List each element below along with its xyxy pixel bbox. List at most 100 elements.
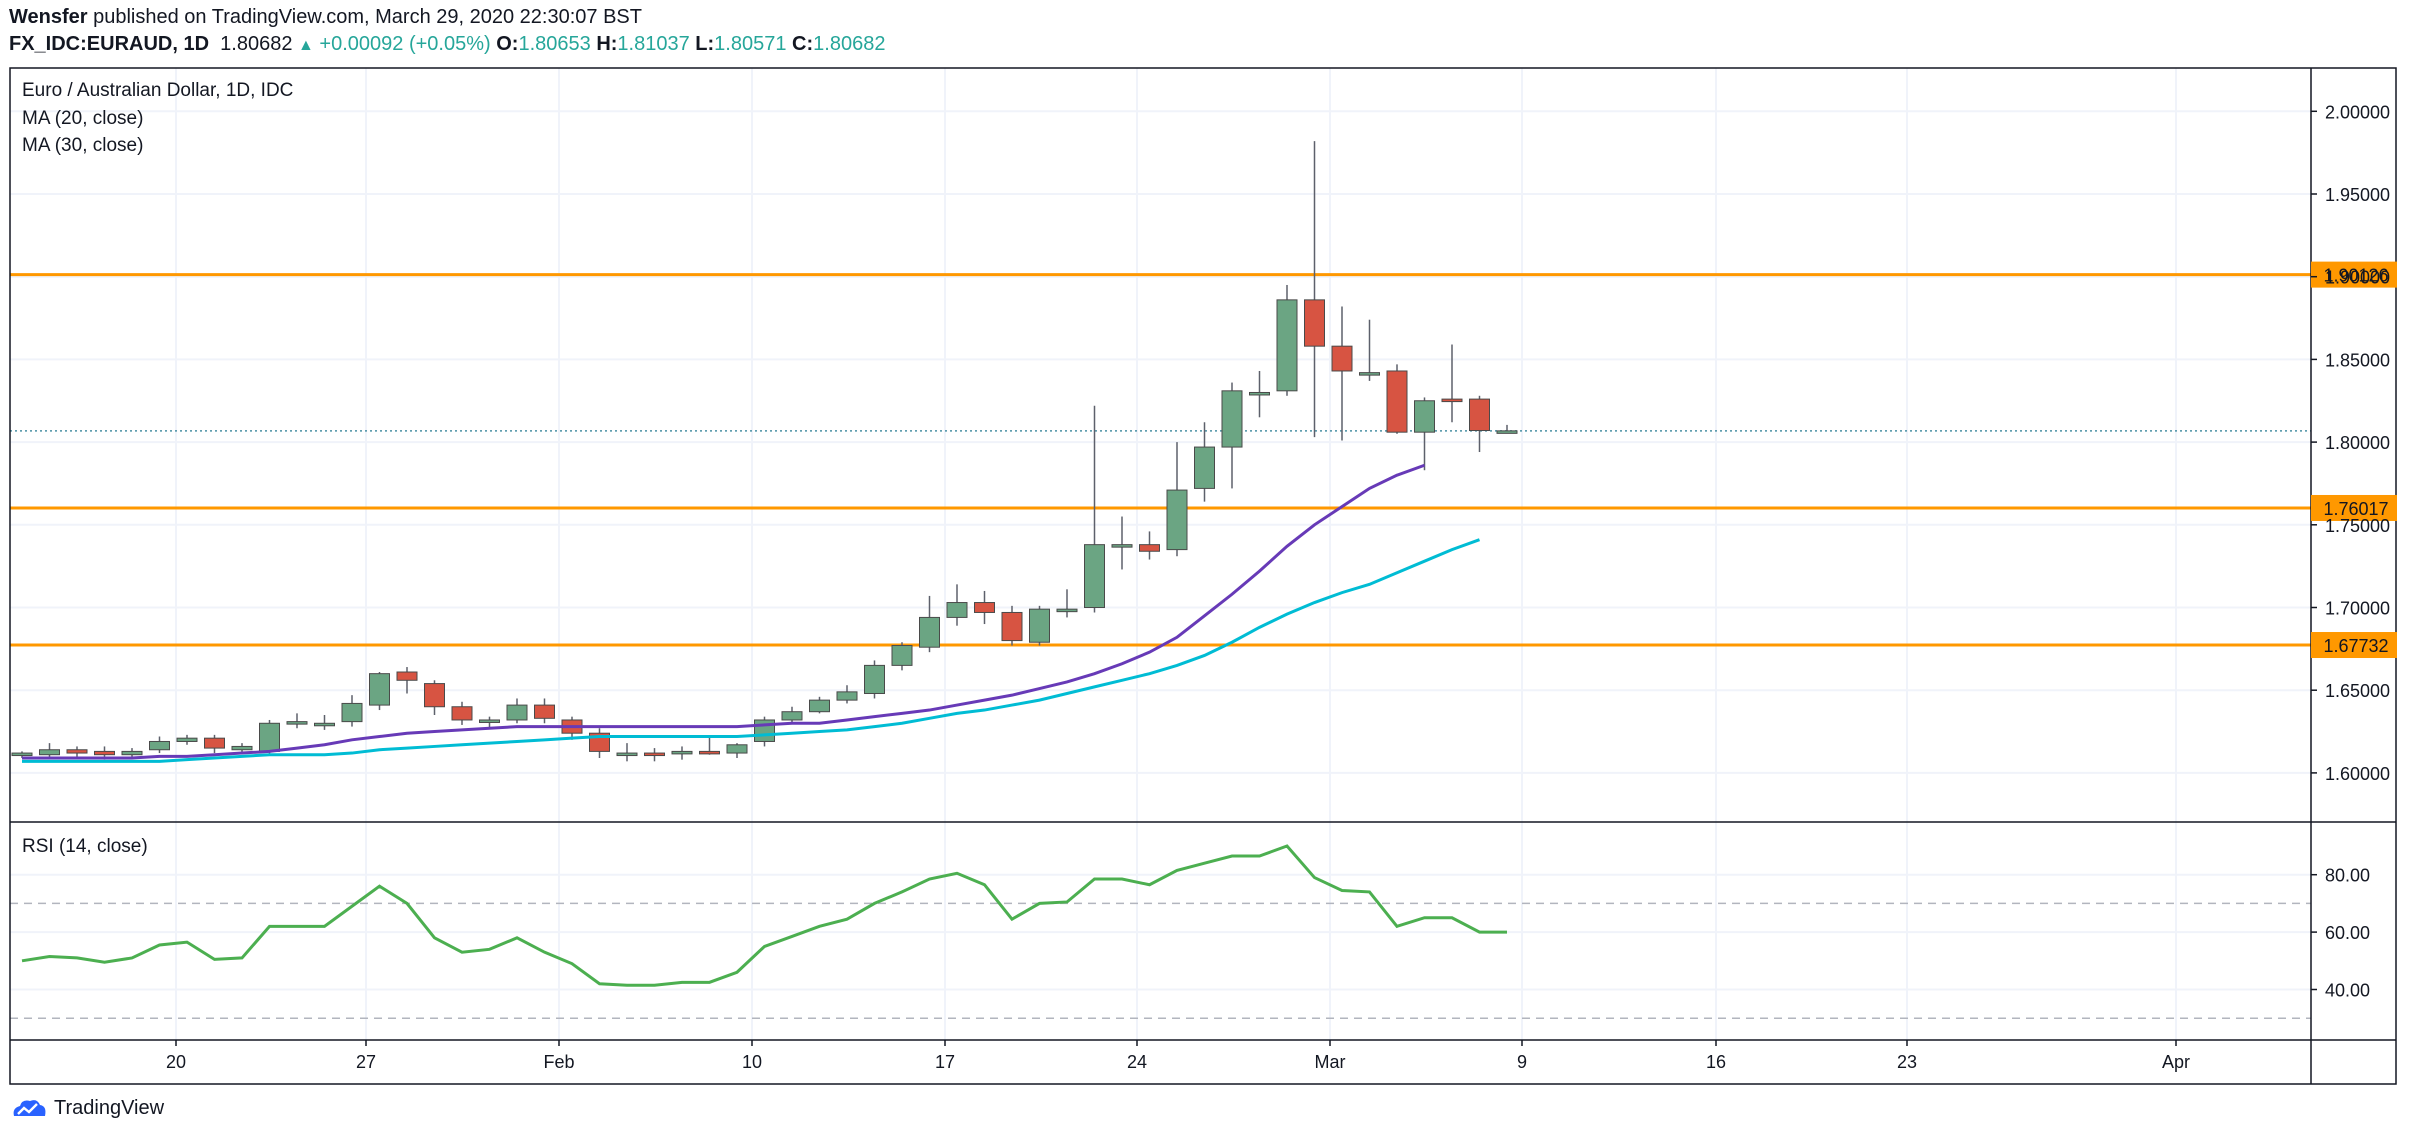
time-tick-label: 16: [1706, 1052, 1726, 1072]
candle-down: [644, 752, 665, 757]
chart-title: Euro / Australian Dollar, 1D, IDC: [22, 80, 294, 101]
candle-down: [974, 602, 995, 613]
close-label: C:: [792, 33, 814, 55]
ma20-legend[interactable]: MA (20, close): [22, 108, 144, 129]
candle-up: [1249, 391, 1270, 396]
time-tick-label: 27: [356, 1052, 376, 1072]
level-label: 1.67732: [2323, 636, 2388, 656]
candle-up: [616, 752, 638, 757]
time-tick-label: Mar: [1315, 1052, 1346, 1072]
time-tick-label: 9: [1517, 1052, 1527, 1072]
price-tick-label: 1.85000: [2325, 350, 2390, 370]
price-tick-label: 1.95000: [2325, 185, 2390, 205]
candle-up: [809, 699, 830, 713]
footer-brand: TradingView: [54, 1096, 165, 1119]
rsi-pane: [10, 844, 2311, 1019]
published-text: published on TradingView.com, March 29, …: [93, 6, 642, 28]
candle-up: [781, 711, 803, 721]
axis-labels: 1.90126 1.76017 1.67732 2.00000 1.95000 1.900…: [166, 102, 2397, 1072]
level-tag: [2311, 632, 2397, 659]
low-value: 1.80571: [714, 33, 787, 55]
candle-up: [864, 664, 885, 695]
time-tick-label: 10: [742, 1052, 762, 1072]
time-tick-label: Apr: [2162, 1052, 2190, 1072]
price-tick-label: 1.70000: [2325, 599, 2390, 619]
candle-up: [286, 721, 308, 725]
price-tick-label: 1.60000: [2325, 764, 2390, 784]
time-tick-label: 20: [166, 1052, 186, 1072]
rsi-legend[interactable]: RSI (14, close): [22, 836, 148, 857]
low-label: L:: [695, 33, 715, 55]
candle-up: [836, 691, 858, 701]
candle-down: [1001, 611, 1023, 642]
publish-info: Wensfer published on TradingView.com, Ma…: [9, 6, 642, 29]
candle-up: [176, 737, 198, 742]
candle-down: [534, 704, 555, 719]
candle-up: [231, 745, 253, 751]
change-value: +0.00092 (+0.05%): [319, 33, 491, 55]
rsi-tick-label: 40.00: [2325, 981, 2370, 1001]
price-tick-label: 1.75000: [2325, 516, 2390, 536]
candle-up: [314, 722, 335, 727]
candle-up: [1166, 489, 1188, 551]
candle-down: [1331, 345, 1353, 372]
candle-up: [1194, 446, 1215, 489]
ma30-line: [22, 538, 1481, 763]
high-value: 1.81037: [617, 33, 690, 55]
open-value: 1.80653: [518, 33, 591, 55]
outer-frame: [9, 67, 2397, 1085]
chart-frame: [9, 67, 2397, 1085]
moving-averages: [22, 463, 1481, 763]
candle-up: [946, 602, 968, 618]
price-tick-label: 2.00000: [2325, 102, 2390, 122]
candle-up: [1029, 608, 1050, 643]
ma20-line: [22, 463, 1426, 760]
ma30-legend[interactable]: MA (30, close): [22, 135, 144, 156]
tradingview-cloud-icon: [13, 1100, 46, 1116]
candle-up: [1056, 608, 1078, 613]
candle-up: [259, 722, 280, 752]
author-name: Wensfer: [9, 6, 88, 28]
candle-down: [204, 737, 225, 749]
price-tick-label: 1.80000: [2325, 433, 2390, 453]
candle-up: [1276, 299, 1298, 392]
time-tick-label: 23: [1897, 1052, 1917, 1072]
price-tick-label: 1.65000: [2325, 681, 2390, 701]
rsi-tick-label: 60.00: [2325, 923, 2370, 943]
candle-up: [891, 645, 913, 666]
candle-down: [1139, 544, 1160, 552]
time-tick-label: Feb: [543, 1052, 574, 1072]
rsi-tick-label: 80.00: [2325, 866, 2370, 886]
candle-down: [1304, 299, 1325, 347]
time-tick-label: 24: [1127, 1052, 1147, 1072]
tradingview-logo[interactable]: TradingView: [10, 1096, 164, 1120]
candle-up: [1414, 400, 1435, 433]
candle-up: [919, 616, 940, 648]
candle-up: [1111, 544, 1133, 548]
symbol-label: FX_IDC:EURAUD, 1D: [9, 33, 210, 55]
candle-up: [1221, 390, 1243, 448]
rsi-line: [21, 844, 1507, 987]
level-tag: [2311, 494, 2397, 521]
level-label: 1.76017: [2323, 499, 2388, 519]
grid-lines: [10, 68, 2311, 1040]
candle-up: [726, 744, 748, 754]
last-price: 1.80682: [220, 33, 293, 55]
time-tick-label: 17: [935, 1052, 955, 1072]
candle-up: [11, 752, 33, 757]
candle-down: [1386, 370, 1408, 433]
candle-down: [451, 706, 473, 721]
candle-down: [94, 750, 115, 756]
up-arrow-icon: ▲: [298, 37, 314, 54]
candle-down: [1469, 398, 1490, 432]
candle-down: [1441, 398, 1463, 403]
candle-up: [1084, 544, 1105, 609]
candle-up: [369, 673, 390, 706]
close-value: 1.80682: [813, 33, 886, 55]
candle-down: [66, 749, 88, 754]
candle-up: [1496, 430, 1518, 434]
candle-up: [506, 704, 528, 721]
candle-down: [424, 683, 445, 708]
open-label: O:: [496, 33, 519, 55]
